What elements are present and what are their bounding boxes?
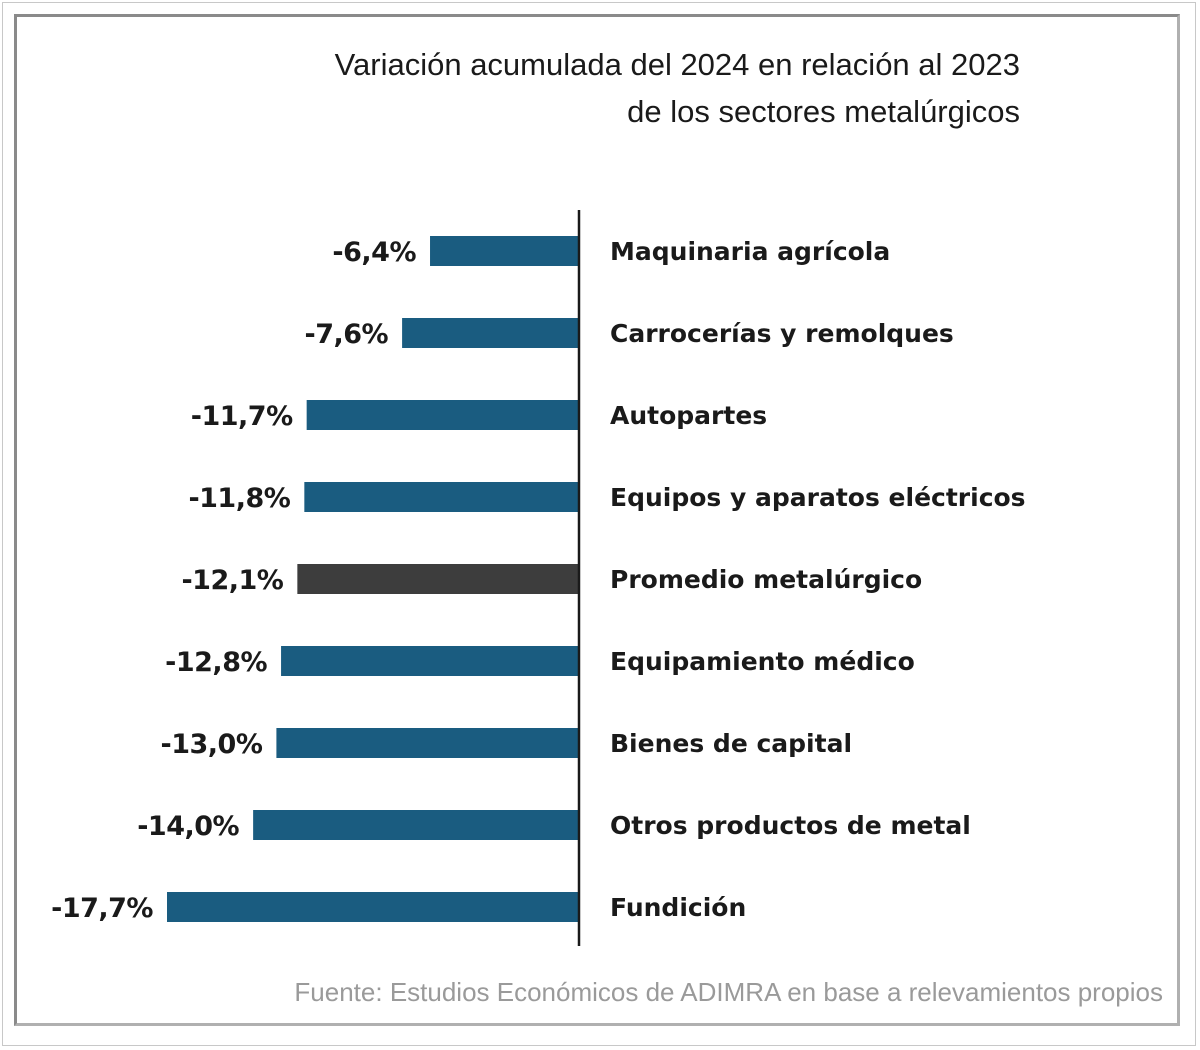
chart-frame <box>14 14 1180 1026</box>
bar-6 <box>276 728 579 758</box>
source-note: Fuente: Estudios Económicos de ADIMRA en… <box>294 977 1163 1007</box>
chart-title-line-1: Variación acumulada del 2024 en relación… <box>335 47 1020 82</box>
category-label-1: Carrocerías y remolques <box>610 319 954 348</box>
value-label-7: -14,0% <box>137 811 239 842</box>
value-label-6: -13,0% <box>161 729 263 760</box>
category-label-0: Maquinaria agrícola <box>610 237 890 266</box>
category-label-8: Fundición <box>610 893 746 922</box>
value-label-8: -17,7% <box>51 893 153 924</box>
value-label-1: -7,6% <box>305 319 389 350</box>
category-label-3: Equipos y aparatos eléctricos <box>610 483 1026 512</box>
category-label-4: Promedio metalúrgico <box>610 565 922 594</box>
category-label-5: Equipamiento médico <box>610 647 915 676</box>
value-label-3: -11,8% <box>188 483 290 514</box>
category-label-7: Otros productos de metal <box>610 811 971 840</box>
bar-4 <box>297 564 579 594</box>
bar-2 <box>306 400 579 430</box>
bar-5 <box>281 646 579 676</box>
bar-3 <box>304 482 579 512</box>
chart-title-line-2: de los sectores metalúrgicos <box>627 94 1020 129</box>
value-label-0: -6,4% <box>332 237 416 268</box>
value-label-4: -12,1% <box>181 565 283 596</box>
bar-0 <box>430 236 579 266</box>
value-label-5: -12,8% <box>165 647 267 678</box>
category-label-2: Autopartes <box>610 401 767 430</box>
bar-7 <box>253 810 579 840</box>
bar-8 <box>167 892 579 922</box>
value-label-2: -11,7% <box>191 401 293 432</box>
bar-1 <box>402 318 579 348</box>
category-label-6: Bienes de capital <box>610 729 852 758</box>
